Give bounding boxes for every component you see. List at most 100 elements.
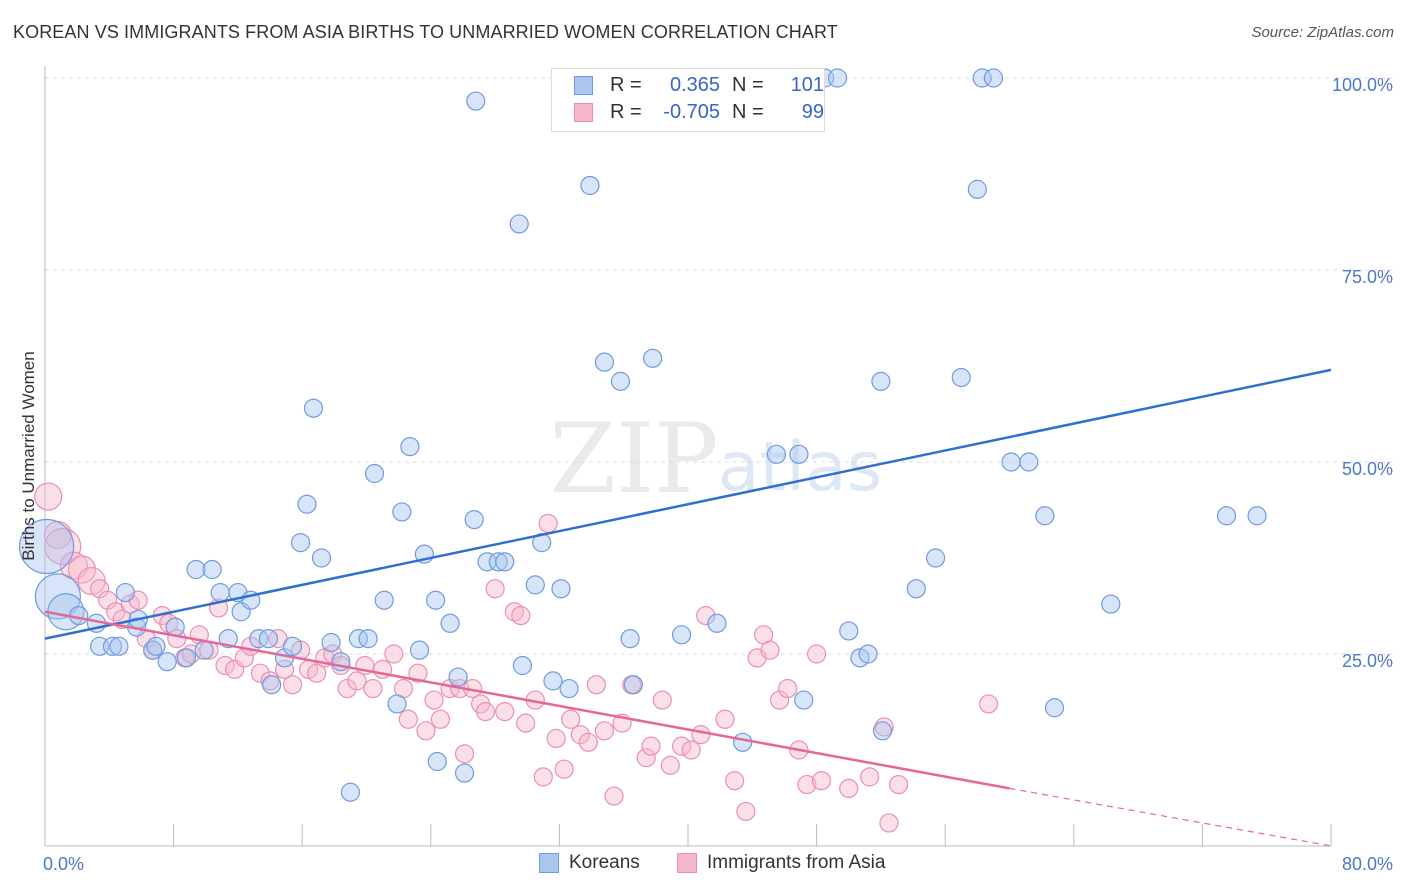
legend-swatch-koreans (574, 76, 593, 95)
series-koreans (19, 68, 1267, 802)
korean-point (643, 348, 663, 368)
korean-point (466, 91, 486, 111)
asia-point (347, 671, 367, 691)
korean-point (102, 636, 123, 656)
korean-point (733, 732, 753, 752)
korean-point (543, 671, 563, 691)
korean-point (512, 655, 533, 676)
korean-point (610, 371, 631, 391)
asia-point (770, 690, 790, 710)
korean-point (202, 559, 222, 580)
korean-point (427, 751, 447, 772)
legend-r-label: R = (610, 74, 642, 96)
bottom-legend-swatch-koreans (539, 853, 559, 873)
x-tick-label-min: 0.0% (43, 854, 84, 874)
asia-point (681, 740, 701, 760)
grid-lines (45, 77, 1395, 655)
asia-point (696, 605, 716, 626)
korean-point (290, 533, 311, 553)
asia-point (282, 675, 303, 695)
legend-n-value: 101 (790, 74, 824, 96)
asia-point (806, 644, 827, 664)
asia-point (250, 663, 271, 683)
korean-point (157, 652, 177, 672)
asia-point (274, 659, 295, 679)
korean-point (218, 629, 238, 649)
asia-point (34, 482, 63, 511)
korean-point (620, 629, 640, 649)
korean-point (358, 629, 378, 649)
asia-point (511, 605, 531, 626)
korean-point (925, 548, 946, 568)
asia-point (485, 579, 505, 599)
asia-point (604, 786, 624, 806)
bottom-legend-swatch-asia (677, 853, 697, 873)
korean-point (348, 629, 369, 649)
korean-point (262, 675, 282, 695)
korean-point (249, 629, 269, 649)
asia-point (561, 709, 581, 729)
asia-point (215, 655, 235, 676)
korean-point (392, 502, 412, 522)
asia-point (67, 555, 97, 584)
korean-point (1035, 506, 1055, 526)
korean-point (623, 675, 643, 695)
korean-point (906, 579, 926, 599)
trend-lines (44, 368, 1332, 847)
korean-point (194, 640, 214, 660)
asia-point (641, 736, 661, 756)
korean-point (580, 175, 600, 196)
asia-point (337, 678, 357, 699)
asia-point (408, 663, 428, 683)
korean-point (303, 398, 324, 418)
korean-point (109, 636, 129, 656)
asia-point (384, 644, 404, 664)
y-tick-label: 100.0% (1332, 75, 1393, 95)
x-tick-label-max: 80.0% (1342, 854, 1393, 874)
korean-point (1019, 452, 1039, 472)
legend-r-value: -0.705 (663, 101, 720, 123)
watermark-zip: ZIP (549, 403, 718, 515)
koreans-trend-line (44, 368, 1332, 640)
asia-point (725, 771, 745, 791)
korean-point (872, 721, 893, 741)
korean-point (525, 575, 545, 595)
korean-point (440, 613, 460, 633)
legend-n-label: N = (732, 101, 764, 123)
asia-point (979, 694, 999, 714)
korean-point (488, 552, 508, 572)
korean-point (374, 590, 394, 610)
korean-point (400, 437, 420, 457)
asia-point (430, 709, 451, 729)
korean-point (972, 68, 992, 88)
korean-point (210, 582, 230, 603)
korean-point (495, 552, 515, 572)
watermark-atlas: atlas (718, 428, 882, 507)
korean-point (364, 463, 385, 484)
korean-point (967, 179, 987, 199)
korean-point (454, 763, 475, 783)
korean-point (707, 613, 727, 633)
asia-point (636, 748, 656, 768)
legend-r-label: R = (610, 101, 642, 123)
asia-point (98, 590, 118, 610)
korean-point (551, 579, 571, 599)
korean-point (858, 644, 878, 664)
asia-point (546, 728, 566, 749)
asia-point (811, 771, 832, 791)
asia-point (495, 701, 515, 722)
y-tick-label: 75.0% (1342, 267, 1393, 287)
watermark: ZIP atlas (549, 403, 882, 515)
y-axis-title: Births to Unmarried Women (19, 351, 38, 560)
asia-point (586, 675, 606, 695)
korean-point (594, 352, 615, 372)
legend-n-value: 99 (801, 101, 824, 123)
asia-point (538, 513, 558, 534)
korean-point (34, 573, 81, 620)
asia-point (797, 774, 817, 795)
chart-title: KOREAN VS IMMIGRANTS FROM ASIA BIRTHS TO… (13, 22, 838, 42)
korean-point (671, 625, 692, 645)
korean-point (827, 68, 848, 88)
korean-point (340, 782, 361, 802)
